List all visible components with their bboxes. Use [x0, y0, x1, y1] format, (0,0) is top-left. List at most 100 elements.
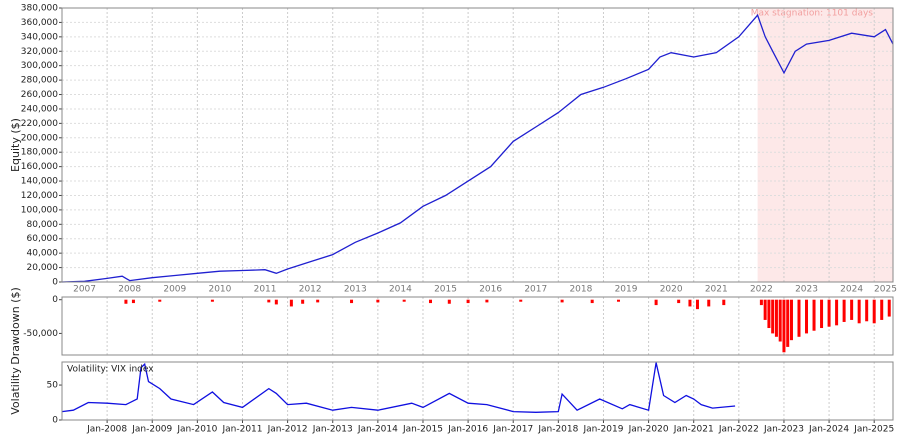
y-tick-label: 100,000	[21, 205, 58, 215]
bar	[376, 299, 380, 303]
x-tick-label: Jan-2021	[673, 425, 714, 435]
y-tick-label: 200,000	[21, 133, 58, 143]
y-tick-label: 360,000	[21, 18, 58, 28]
y-tick-label: 300,000	[21, 61, 58, 71]
bar	[767, 299, 771, 329]
x-tick-label: Jan-2009	[131, 425, 172, 435]
bar	[677, 299, 681, 304]
bar	[560, 299, 564, 303]
x-year-label: 2019	[615, 285, 638, 295]
x-year-label: 2021	[705, 285, 728, 295]
x-year-label: 2020	[660, 285, 683, 295]
y-tick-label: 40,000	[27, 249, 59, 259]
bar	[872, 299, 876, 324]
x-tick-label: Jan-2015	[402, 425, 443, 435]
bar	[763, 299, 767, 320]
y-tick-label: 280,000	[21, 76, 58, 86]
y-tick-label: -50,000	[23, 329, 58, 339]
x-year-label: 2022	[750, 285, 773, 295]
bar	[812, 299, 816, 331]
y-tick-label: 60,000	[27, 234, 59, 244]
y-tick-label: 240,000	[21, 104, 58, 114]
x-tick-label: Jan-2014	[357, 425, 398, 435]
bar	[466, 299, 470, 304]
x-tick-label: Jan-2008	[86, 425, 127, 435]
x-tick-label: Jan-2017	[492, 425, 533, 435]
y-tick-label: 340,000	[21, 32, 58, 42]
bar	[274, 299, 278, 305]
x-tick-label: Jan-2011	[221, 425, 262, 435]
y-axis-label: Drawdown ($)	[9, 287, 22, 365]
bar	[316, 299, 320, 303]
legend-label: Volatility: VIX index	[67, 365, 154, 375]
x-year-label: 2024	[840, 285, 863, 295]
bar	[210, 299, 214, 302]
y-axis-label: Equity ($)	[9, 118, 22, 172]
x-year-label: 2009	[163, 285, 186, 295]
x-year-label: 2014	[389, 285, 412, 295]
bar	[289, 299, 293, 307]
bar	[789, 299, 793, 341]
panel-border	[61, 7, 894, 283]
y-tick-label: 320,000	[21, 47, 58, 57]
y-tick-label: 80,000	[27, 220, 59, 230]
bar	[880, 299, 884, 320]
data-line	[61, 13, 894, 283]
x-year-label: 2010	[208, 285, 231, 295]
x-year-label: 2011	[254, 285, 277, 295]
x-year-label: 2013	[344, 285, 367, 295]
x-year-label: 2007	[73, 285, 96, 295]
bar	[485, 299, 489, 303]
bar	[805, 299, 809, 334]
bar	[124, 299, 128, 304]
x-tick-label: Jan-2024	[808, 425, 849, 435]
y-tick-label: 0	[52, 278, 58, 288]
bar	[759, 299, 763, 306]
bar	[519, 299, 523, 302]
bar	[707, 299, 711, 307]
x-year-label: 2025	[874, 285, 897, 295]
x-tick-label: Jan-2013	[312, 425, 353, 435]
bar	[695, 299, 699, 310]
x-year-label: 2012	[299, 285, 322, 295]
bar	[786, 299, 790, 347]
x-year-label: 2017	[524, 285, 547, 295]
y-tick-label: 120,000	[21, 191, 58, 201]
bar	[887, 299, 891, 317]
y-tick-label: 160,000	[21, 162, 58, 172]
x-year-label: 2008	[118, 285, 141, 295]
bar	[771, 299, 775, 334]
bar	[402, 299, 406, 302]
x-tick-label: Jan-2025	[853, 425, 894, 435]
x-year-label: 2023	[795, 285, 818, 295]
x-tick-label: Jan-2022	[718, 425, 759, 435]
bar	[857, 299, 861, 324]
y-tick-label: 50	[47, 381, 59, 391]
y-tick-label: 220,000	[21, 119, 58, 129]
x-tick-label: Jan-2016	[447, 425, 488, 435]
x-tick-label: Jan-2023	[763, 425, 804, 435]
bar	[827, 299, 831, 327]
bar	[782, 299, 786, 353]
y-tick-label: 180,000	[21, 148, 58, 158]
bar	[301, 299, 305, 304]
y-tick-label: 0	[52, 416, 58, 426]
bar	[428, 299, 432, 304]
x-tick-label: Jan-2010	[176, 425, 217, 435]
bar	[350, 299, 354, 304]
bar	[654, 299, 658, 306]
bar	[842, 299, 846, 322]
y-tick-label: 20,000	[27, 263, 59, 273]
annotation: Max stagnation: 1101 days	[751, 9, 874, 19]
x-tick-label: Jan-2019	[582, 425, 623, 435]
x-year-label: 2016	[479, 285, 502, 295]
bar	[820, 299, 824, 329]
bar	[617, 299, 621, 302]
y-tick-label: 140,000	[21, 177, 58, 187]
y-axis-label: Volatility	[9, 367, 22, 415]
bar	[850, 299, 854, 320]
bar	[774, 299, 778, 337]
bar	[131, 299, 135, 304]
